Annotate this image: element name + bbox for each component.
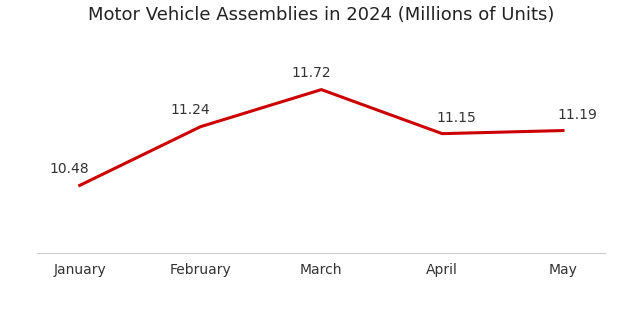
Text: 10.48: 10.48 — [49, 162, 89, 176]
Text: 11.15: 11.15 — [436, 111, 476, 125]
Text: 11.72: 11.72 — [291, 66, 331, 80]
Text: 11.19: 11.19 — [557, 108, 597, 122]
Title: Motor Vehicle Assemblies in 2024 (Millions of Units): Motor Vehicle Assemblies in 2024 (Millio… — [88, 6, 555, 24]
Text: 11.24: 11.24 — [170, 104, 210, 117]
